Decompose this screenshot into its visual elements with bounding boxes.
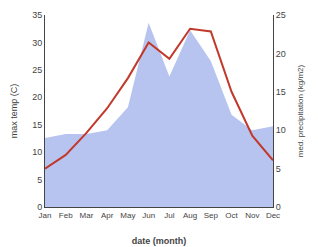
- svg-text:25: 25: [276, 10, 286, 20]
- svg-text:15: 15: [276, 87, 286, 97]
- svg-text:10: 10: [32, 147, 42, 157]
- svg-text:5: 5: [37, 175, 42, 185]
- svg-text:May: May: [120, 211, 135, 220]
- svg-text:Jan: Jan: [39, 211, 52, 220]
- svg-text:20: 20: [32, 92, 42, 102]
- svg-text:Aug: Aug: [183, 211, 197, 220]
- svg-text:Mar: Mar: [80, 211, 94, 220]
- svg-text:30: 30: [32, 38, 42, 48]
- svg-text:Apr: Apr: [101, 211, 114, 220]
- svg-text:Oct: Oct: [225, 211, 238, 220]
- svg-text:Feb: Feb: [59, 211, 73, 220]
- svg-text:0: 0: [37, 202, 42, 212]
- svg-text:35: 35: [32, 10, 42, 20]
- svg-text:5: 5: [276, 164, 281, 174]
- svg-text:Jul: Jul: [164, 211, 174, 220]
- svg-text:max temp (C): max temp (C): [9, 84, 19, 139]
- svg-text:Jun: Jun: [142, 211, 155, 220]
- svg-text:10: 10: [276, 125, 286, 135]
- svg-text:0: 0: [276, 202, 281, 212]
- svg-text:med. precipitation (kg/m2): med. precipitation (kg/m2): [296, 64, 305, 157]
- svg-text:25: 25: [32, 65, 42, 75]
- svg-text:date (month): date (month): [132, 236, 187, 246]
- svg-text:20: 20: [276, 49, 286, 59]
- svg-text:Nov: Nov: [245, 211, 259, 220]
- svg-text:15: 15: [32, 120, 42, 130]
- svg-text:Sep: Sep: [204, 211, 219, 220]
- svg-text:Dec: Dec: [266, 211, 280, 220]
